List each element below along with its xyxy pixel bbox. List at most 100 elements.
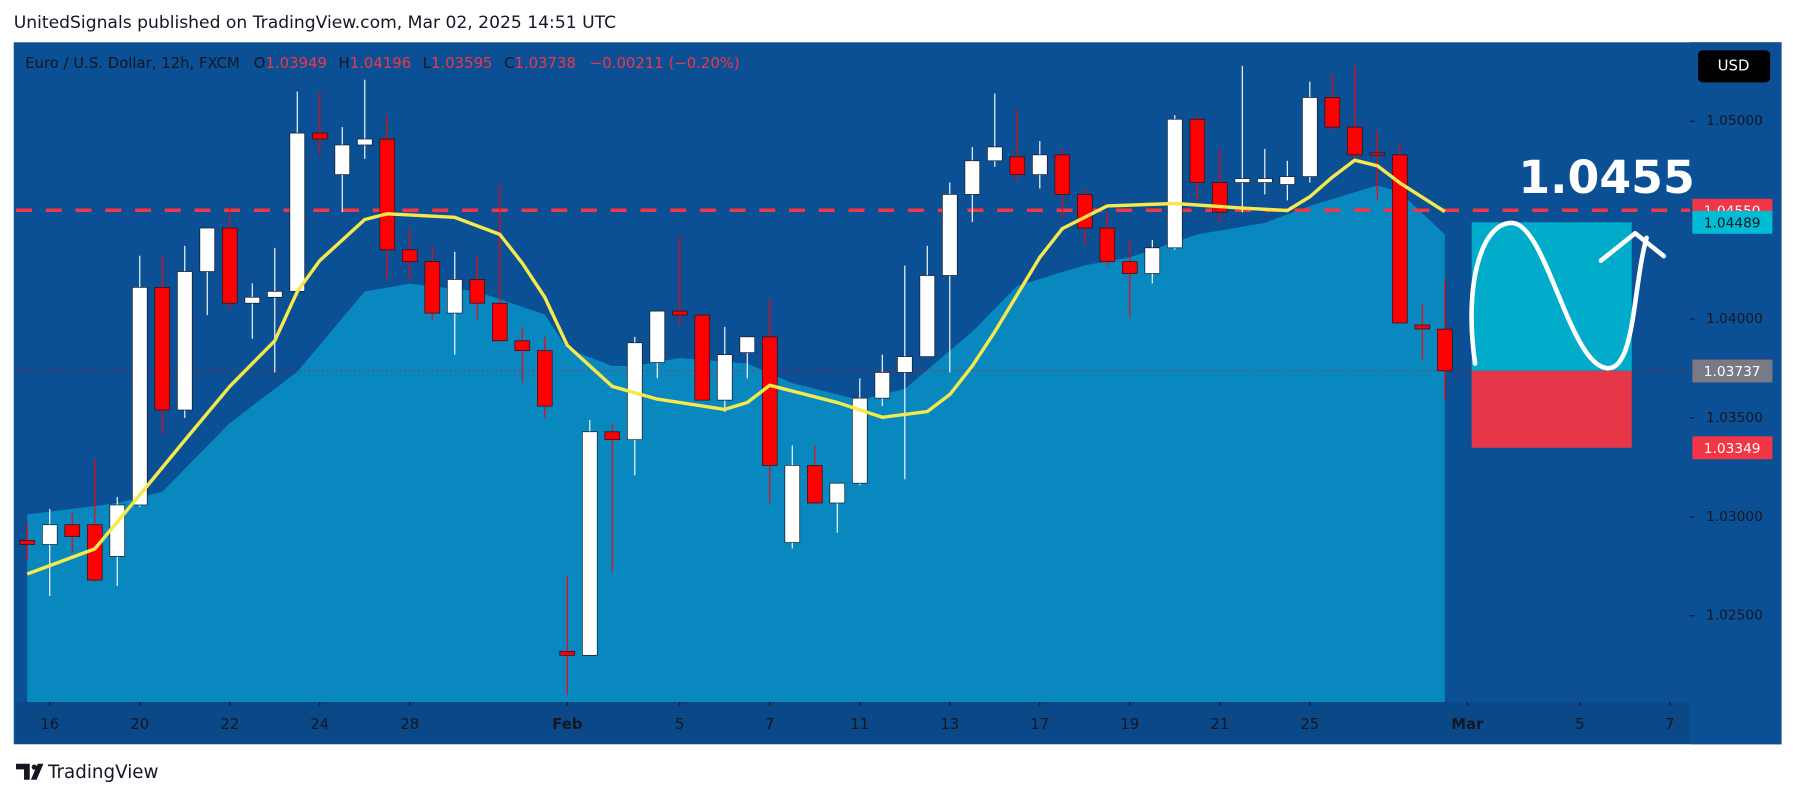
publish-header: UnitedSignals published on TradingView.c… — [14, 13, 616, 33]
candle-body — [762, 336, 778, 466]
projection-up-box — [1471, 222, 1632, 371]
candle-body — [131, 287, 148, 506]
legend-value: 1.03738 — [514, 54, 575, 72]
candle-body — [199, 227, 216, 272]
price-tag — [1692, 210, 1773, 234]
candle-body — [942, 194, 958, 276]
candle-body — [739, 336, 756, 353]
footer-brand: TradingView — [47, 762, 159, 783]
candle-body — [784, 465, 801, 543]
legend-change: −0.00211 (−0.20%) — [590, 54, 740, 72]
candle-body — [1099, 227, 1116, 263]
price-tag-label: 1.04489 — [1704, 215, 1761, 231]
currency-button[interactable] — [1698, 50, 1771, 83]
candle-body — [964, 160, 981, 195]
x-tick-label: Mar — [1451, 715, 1484, 733]
candle-body — [1144, 247, 1161, 274]
candle-body — [582, 431, 598, 656]
tv-logo — [16, 763, 44, 780]
candle-body — [176, 271, 193, 411]
legend-key: C — [504, 54, 514, 72]
price-tag — [1692, 436, 1773, 460]
projection-curve — [1469, 220, 1667, 371]
candle-body — [604, 431, 621, 441]
candle-body — [469, 279, 486, 304]
candle-body — [41, 524, 58, 545]
symbol-title: Euro / U.S. Dollar, 12h, FXCM — [25, 54, 240, 72]
candle-body — [334, 144, 351, 175]
currency-label[interactable]: USD — [1718, 56, 1750, 74]
x-tick-label: 11 — [850, 715, 869, 733]
candle-body — [1347, 126, 1363, 156]
legend-value: 1.04196 — [350, 54, 411, 72]
ma-line — [26, 158, 1446, 576]
legend-value: 1.03949 — [265, 54, 326, 72]
candle-body — [1009, 156, 1026, 175]
x-tick-label: 20 — [130, 715, 149, 733]
candle-body — [559, 650, 576, 656]
x-tick-label: 25 — [1300, 715, 1319, 733]
logo-mark — [16, 763, 44, 780]
candle-body — [266, 290, 283, 298]
candle-body — [1302, 97, 1318, 177]
candle-body — [1054, 154, 1071, 195]
target-annotation: 1.0455 — [1518, 151, 1694, 204]
legend-key: L — [423, 54, 432, 72]
x-tick-label: 17 — [1030, 715, 1049, 733]
ma-area — [27, 185, 1445, 702]
candle-body — [649, 310, 666, 363]
candle-body — [694, 314, 711, 401]
y-tick-label: 1.03000 — [1706, 509, 1763, 525]
candle-body — [717, 354, 733, 401]
candle-body — [424, 261, 441, 314]
projection-down-box — [1471, 370, 1632, 448]
candle-body — [1369, 152, 1386, 156]
candle-body — [672, 310, 688, 316]
x-tick-label: 24 — [310, 715, 329, 733]
price-tag-label: 1.03349 — [1704, 441, 1761, 457]
legend-value: 1.03595 — [431, 54, 492, 72]
y-tick-label: 1.03500 — [1706, 410, 1763, 426]
candle-body — [19, 540, 36, 545]
logo-dot — [31, 764, 37, 770]
candle-body — [919, 275, 936, 357]
candle-body — [221, 227, 238, 304]
candle-body — [1324, 97, 1341, 128]
y-tick-label: 1.05000 — [1706, 113, 1763, 129]
candle-body — [1122, 261, 1138, 274]
candle-body — [447, 279, 463, 314]
price-axis — [1690, 42, 1782, 745]
candle-body — [492, 302, 508, 342]
x-tick-label: 13 — [940, 715, 959, 733]
x-tick-label: 19 — [1120, 715, 1139, 733]
candle-body — [64, 524, 81, 537]
x-tick-label: 7 — [1665, 715, 1674, 733]
candle-body — [852, 397, 868, 484]
candle-body — [402, 249, 418, 263]
x-tick-label: 21 — [1210, 715, 1229, 733]
candle-body — [1392, 154, 1408, 324]
x-tick-label: 5 — [1575, 715, 1584, 733]
candle-body — [1032, 154, 1048, 175]
candle-body — [1279, 176, 1296, 185]
x-tick-label: Feb — [552, 715, 582, 733]
candle-body — [1437, 328, 1453, 372]
candle-body — [897, 356, 913, 373]
candle-body — [244, 296, 261, 304]
y-tick-label: 1.04000 — [1706, 311, 1763, 327]
candle-body — [289, 132, 306, 292]
candle-body — [514, 340, 531, 352]
candle-body — [1414, 324, 1431, 330]
x-tick-label: 16 — [40, 715, 59, 733]
price-tag-label: 1.03737 — [1704, 364, 1761, 380]
candle-body — [1257, 178, 1273, 183]
x-tick-label: 7 — [765, 715, 774, 733]
candle-body — [1189, 118, 1206, 183]
plot: 1.0455 — [16, 65, 1695, 702]
x-tick-label: 22 — [220, 715, 239, 733]
legend-key: O — [254, 54, 266, 72]
candle-body — [987, 146, 1003, 162]
candle-body — [356, 138, 373, 146]
y-tick-label: 1.02500 — [1706, 608, 1763, 624]
